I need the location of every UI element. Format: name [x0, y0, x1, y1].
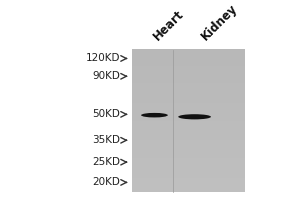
Bar [132, 172, 245, 174]
Bar [132, 121, 245, 123]
Bar [132, 112, 245, 114]
Bar [132, 87, 245, 89]
Text: Heart: Heart [151, 7, 187, 43]
Bar [132, 126, 245, 128]
Bar [132, 60, 245, 62]
Bar [132, 63, 245, 66]
Bar [132, 181, 245, 183]
Bar [132, 69, 245, 71]
Bar [132, 62, 245, 64]
Bar [132, 72, 245, 75]
Bar [132, 99, 245, 101]
Bar [132, 128, 245, 130]
Bar [132, 83, 245, 85]
Bar [132, 53, 245, 55]
Bar [132, 140, 245, 142]
Bar [132, 153, 245, 155]
Bar [132, 81, 245, 83]
Bar [132, 133, 245, 135]
Bar [132, 163, 245, 165]
Bar [132, 108, 245, 110]
Bar [132, 103, 245, 105]
Bar [132, 67, 245, 69]
Text: 35KD: 35KD [92, 135, 120, 145]
Bar [132, 101, 245, 103]
Bar [132, 55, 245, 57]
Bar [132, 169, 245, 171]
Bar [132, 138, 245, 140]
Bar [132, 158, 245, 160]
Bar [132, 165, 245, 167]
Bar [132, 167, 245, 169]
Bar [132, 142, 245, 144]
Bar [132, 85, 245, 87]
Bar [132, 135, 245, 137]
Bar [132, 110, 245, 112]
Bar [132, 74, 245, 76]
Bar [132, 156, 245, 158]
Bar [132, 137, 245, 139]
Bar [132, 90, 245, 92]
Bar [132, 104, 245, 107]
Text: 120KD: 120KD [86, 53, 120, 63]
Bar [132, 178, 245, 180]
Bar [132, 186, 245, 189]
Bar [132, 92, 245, 94]
Text: 25KD: 25KD [92, 157, 120, 167]
Bar [132, 190, 245, 192]
Bar [132, 106, 245, 108]
Bar [132, 149, 245, 151]
Bar [132, 88, 245, 91]
Bar [132, 129, 245, 132]
Bar [132, 71, 245, 73]
Bar [132, 58, 245, 60]
Bar [132, 78, 245, 80]
Bar [132, 131, 245, 133]
Bar [132, 49, 245, 51]
Bar [132, 154, 245, 156]
Text: 20KD: 20KD [92, 177, 120, 187]
Bar [132, 65, 245, 67]
Ellipse shape [141, 113, 168, 117]
Bar [132, 145, 245, 148]
Bar [132, 162, 245, 164]
Bar [132, 94, 245, 96]
Ellipse shape [178, 114, 211, 119]
Text: 90KD: 90KD [92, 71, 120, 81]
Bar [132, 144, 245, 146]
Bar [132, 185, 245, 187]
Bar [132, 174, 245, 176]
Bar [132, 80, 245, 82]
Bar [132, 119, 245, 121]
Text: Kidney: Kidney [199, 2, 240, 43]
Bar [132, 117, 245, 119]
Bar [132, 113, 245, 115]
Bar [132, 183, 245, 185]
Bar [132, 122, 245, 124]
Bar [132, 176, 245, 178]
Bar [132, 151, 245, 153]
Bar [132, 115, 245, 117]
Bar [132, 51, 245, 53]
Bar [132, 188, 245, 190]
Bar [132, 147, 245, 149]
Bar [132, 170, 245, 173]
Bar [132, 50, 245, 192]
Bar [132, 179, 245, 181]
Bar [132, 160, 245, 162]
Bar [132, 56, 245, 58]
Bar [132, 97, 245, 99]
Bar [132, 124, 245, 126]
Text: 50KD: 50KD [92, 109, 120, 119]
Bar [132, 76, 245, 78]
Bar [132, 96, 245, 98]
